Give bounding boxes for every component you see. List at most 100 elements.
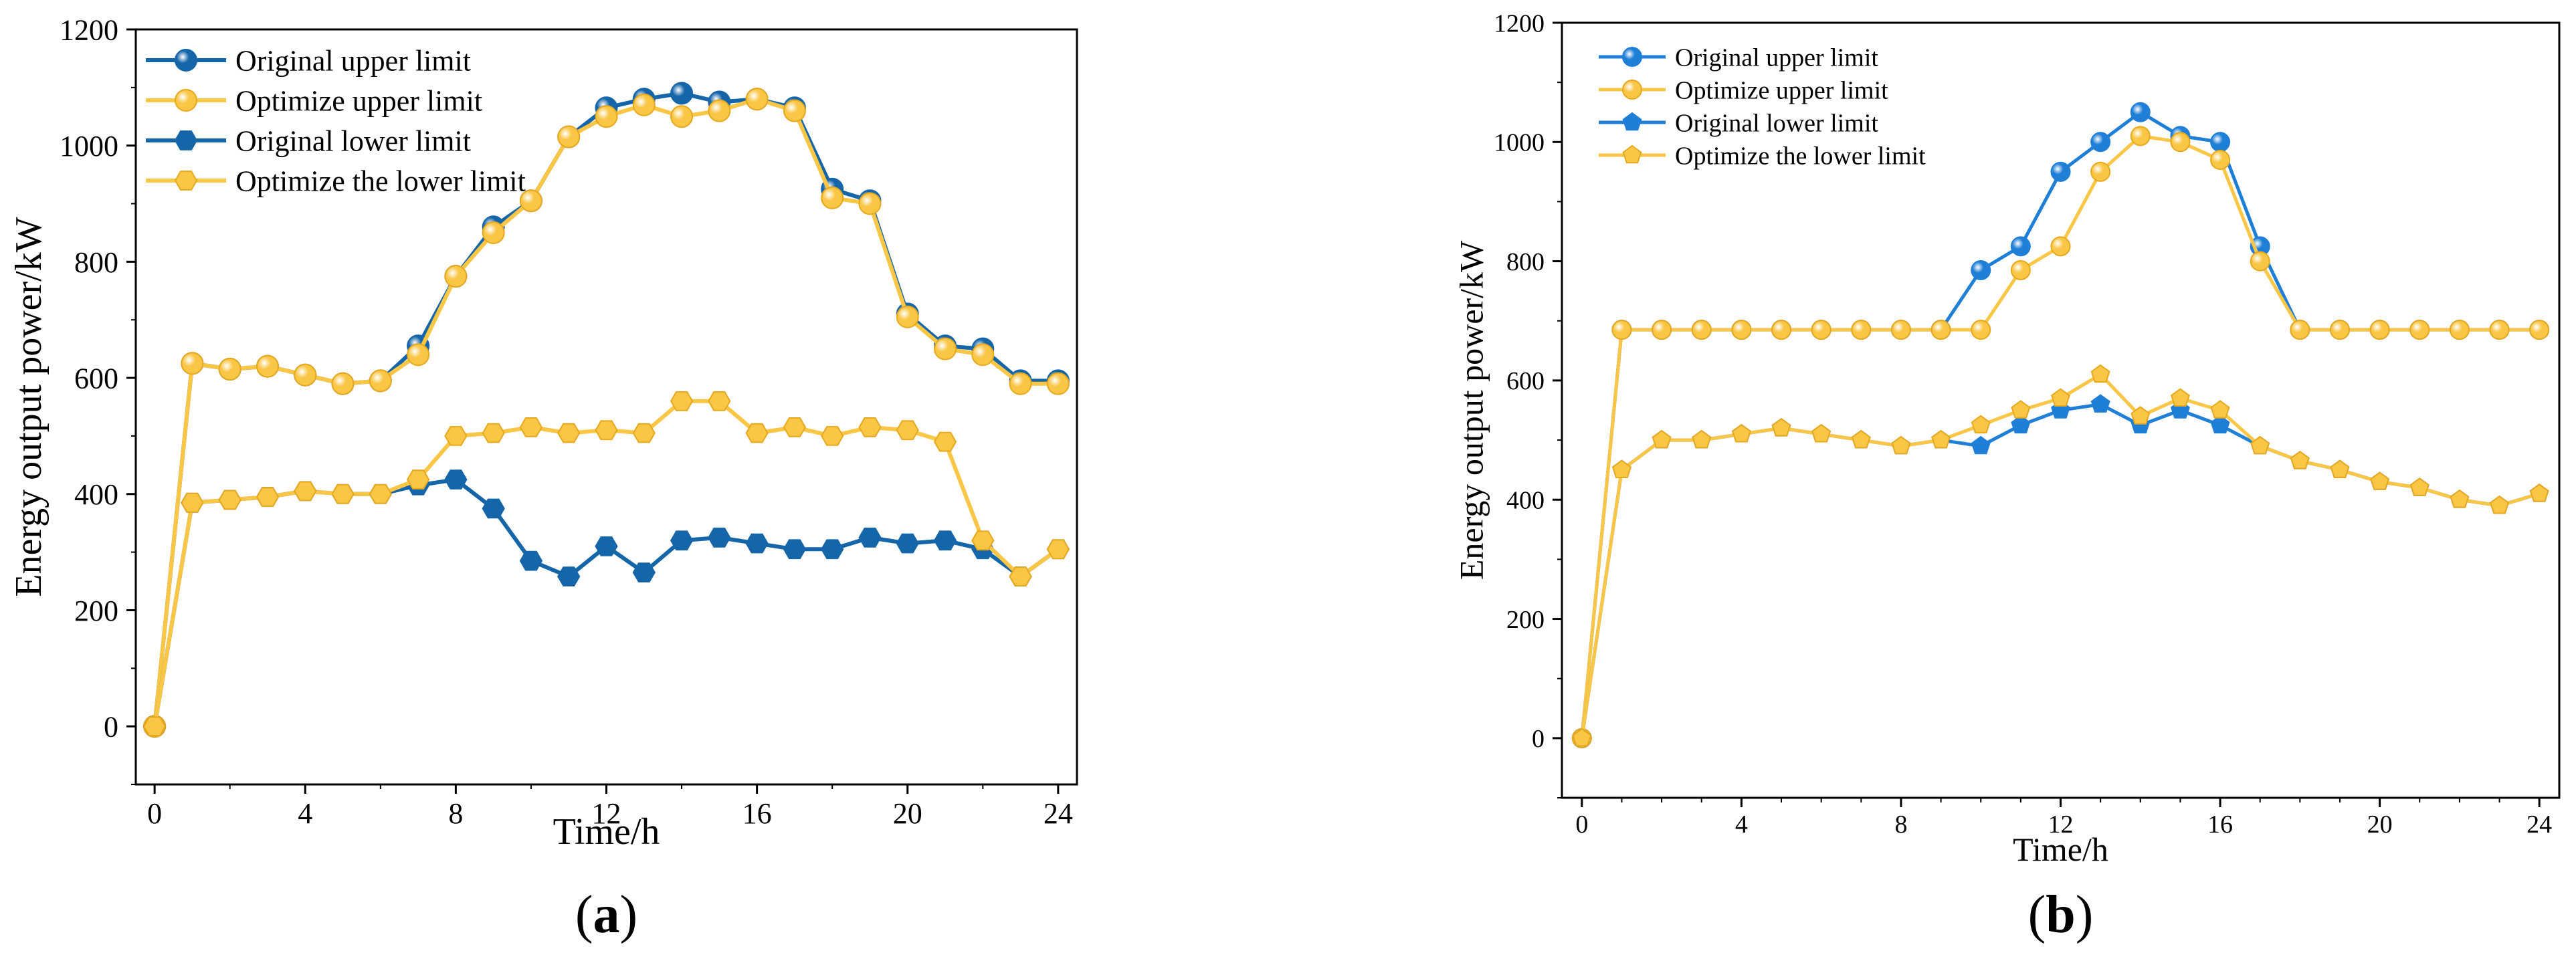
data-point [2051, 388, 2070, 407]
data-point [670, 82, 694, 105]
data-point [2370, 471, 2390, 490]
x-tick-label: 16 [742, 797, 772, 830]
data-point [294, 481, 317, 502]
data-point [2329, 320, 2350, 340]
data-point [519, 189, 542, 213]
data-point [331, 372, 355, 395]
legend-swatch-marker [1622, 47, 1642, 67]
series-optimize-the-lower-limit [142, 391, 1070, 736]
data-point [2490, 495, 2510, 514]
legend-swatch-marker [174, 171, 198, 191]
y-tick-label: 1000 [1494, 129, 1545, 157]
data-point [1652, 320, 1672, 340]
data-point [783, 539, 807, 560]
legend-item-original-lower-limit: Original lower limit [1599, 109, 1878, 137]
data-point [2130, 126, 2151, 146]
data-point [2210, 132, 2231, 152]
x-tick-label: 24 [2527, 811, 2552, 839]
x-tick-label: 8 [448, 797, 463, 830]
data-point [896, 305, 919, 328]
data-point [858, 192, 882, 215]
data-point [783, 417, 807, 437]
data-point [294, 363, 317, 387]
data-point [595, 420, 618, 441]
data-point [1611, 459, 1631, 478]
data-point [670, 391, 694, 411]
y-tick-label: 1000 [60, 130, 118, 163]
legend-item-original-lower-limit: Original lower limit [146, 124, 471, 157]
legend-label: Optimize the lower limit [1675, 142, 1926, 170]
data-point [670, 530, 694, 551]
data-point [2409, 320, 2430, 340]
legend: Original upper limit Optimize upper limit… [1599, 43, 1926, 170]
data-point [1971, 415, 1991, 434]
y-tick-label: 600 [1506, 367, 1545, 395]
data-point [2050, 236, 2071, 257]
data-point [2131, 406, 2151, 425]
data-point [331, 483, 355, 504]
data-point [2090, 132, 2111, 152]
series-original-upper-limit [1571, 102, 2550, 748]
data-point [482, 221, 505, 244]
data-point [2449, 320, 2470, 340]
data-point [595, 536, 618, 556]
legend-item-original-upper-limit: Original upper limit [146, 44, 471, 77]
legend-item-original-upper-limit: Original upper limit [1599, 43, 1878, 72]
data-point [1811, 320, 1831, 340]
data-point [181, 352, 204, 375]
y-tick-label: 1200 [60, 13, 118, 46]
data-point [858, 417, 882, 437]
data-point [1971, 320, 1991, 340]
legend-swatch-marker [1622, 144, 1642, 164]
data-point [444, 426, 468, 446]
chart-a: 0 4 8 12 16 20 24 0 200 400 600 800 1000 1200 Time/h En… [8, 13, 1078, 944]
legend-swatch-marker [1622, 80, 1642, 100]
data-point [557, 125, 581, 148]
data-point [821, 186, 844, 209]
data-point [708, 99, 731, 122]
data-point [2369, 320, 2390, 340]
y-axis-label: Energy output power/kW [8, 217, 49, 597]
data-point [933, 530, 957, 551]
data-point [1811, 423, 1831, 443]
y-axis-label: Energy output power/kW [1452, 240, 1490, 580]
series-group [1571, 102, 2550, 748]
data-point [821, 539, 844, 560]
series-original-lower-limit [1572, 394, 2549, 747]
data-point [1771, 417, 1791, 437]
data-point [2090, 364, 2110, 383]
data-point [2409, 477, 2430, 496]
x-tick-label: 12 [592, 797, 621, 830]
legend-swatch-marker [175, 49, 197, 72]
x-tick-label: 16 [2207, 811, 2233, 839]
data-point [2450, 489, 2470, 508]
data-point [519, 550, 543, 571]
data-point [745, 88, 769, 111]
data-point [1572, 728, 1592, 747]
x-tick-label: 12 [2048, 811, 2074, 839]
data-point [557, 423, 581, 443]
data-point [2010, 236, 2031, 257]
data-point [1890, 320, 1911, 340]
y-tick-label: 1200 [1494, 9, 1545, 37]
x-tick-label: 4 [298, 797, 312, 830]
series-line-optimize-the-lower-limit [153, 399, 1060, 727]
series-optimize-the-lower-limit [1572, 364, 2549, 747]
data-point [745, 533, 769, 554]
data-point [2529, 320, 2550, 340]
data-point [369, 483, 392, 504]
y-tick-label: 600 [74, 362, 118, 395]
data-point [482, 423, 505, 443]
data-point [444, 469, 468, 490]
data-point [218, 490, 241, 510]
legend-label: Optimize the lower limit [235, 165, 526, 197]
series-line-original-lower-limit [153, 477, 1060, 727]
y-tick-label: 800 [74, 246, 118, 279]
data-point [632, 93, 656, 116]
x-axis-label: Time/h [2013, 831, 2108, 868]
legend-swatch-marker [175, 89, 197, 112]
data-point [2170, 388, 2190, 407]
data-point [2090, 394, 2110, 413]
x-tick-label: 0 [1575, 811, 1588, 839]
data-point [1009, 372, 1032, 395]
